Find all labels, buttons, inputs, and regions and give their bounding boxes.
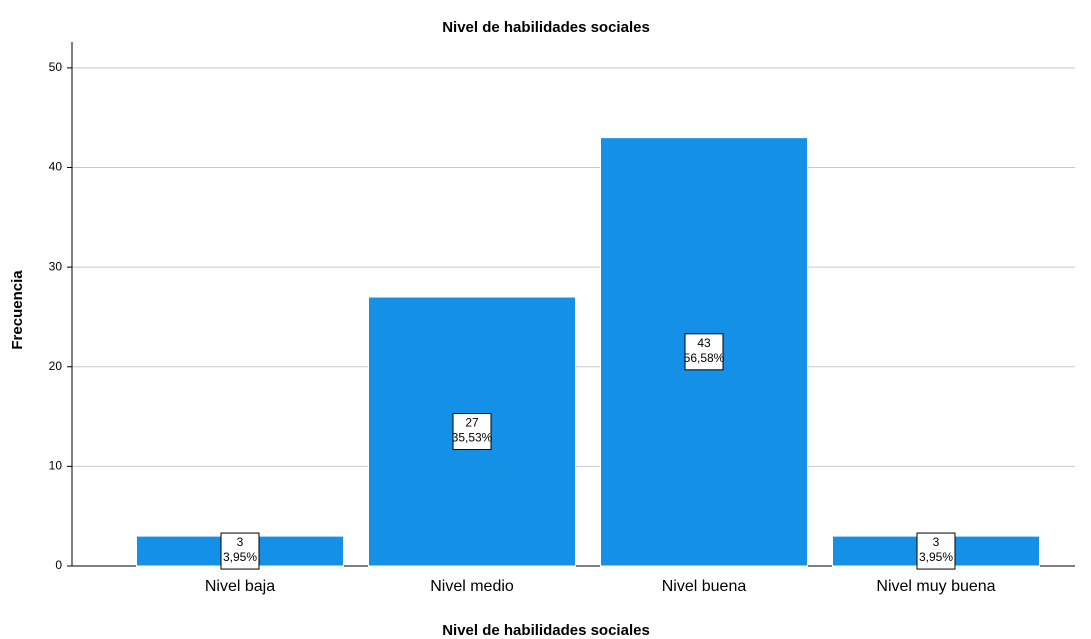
data-label: 3 bbox=[933, 535, 940, 549]
x-tick-label: Nivel buena bbox=[662, 578, 747, 595]
y-tick-label: 10 bbox=[49, 459, 63, 473]
chart-title: Nivel de habilidades sociales bbox=[442, 19, 650, 36]
data-label-box bbox=[220, 532, 260, 570]
y-axis-title: Frecuencia bbox=[9, 270, 26, 350]
data-label-box bbox=[684, 333, 724, 371]
y-tick-label: 0 bbox=[55, 558, 62, 572]
x-tick-label: Nivel medio bbox=[430, 578, 514, 595]
data-label: 27 bbox=[465, 416, 479, 430]
data-label: 43 bbox=[697, 336, 711, 350]
x-axis-title: Nivel de habilidades sociales bbox=[442, 622, 650, 639]
y-tick-label: 20 bbox=[49, 359, 63, 373]
data-label-percent: 35,53% bbox=[452, 431, 493, 445]
data-label-percent: 3,95% bbox=[919, 550, 953, 564]
y-tick-label: 50 bbox=[49, 60, 63, 74]
data-label-box bbox=[916, 532, 956, 570]
data-label-box bbox=[452, 413, 492, 451]
x-tick-label: Nivel baja bbox=[205, 578, 275, 595]
data-label: 3 bbox=[237, 535, 244, 549]
y-tick-label: 40 bbox=[49, 160, 63, 174]
data-label-percent: 3,95% bbox=[223, 550, 257, 564]
y-tick-label: 30 bbox=[49, 259, 63, 273]
data-label-percent: 56,58% bbox=[684, 351, 725, 365]
x-tick-label: Nivel muy buena bbox=[876, 578, 995, 595]
